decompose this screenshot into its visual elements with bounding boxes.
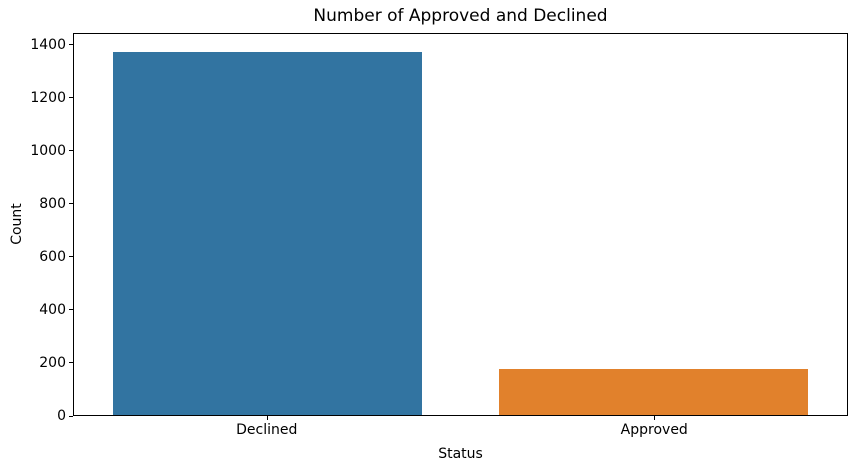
y-tick-mark [69,97,73,99]
y-tick-mark [69,362,73,364]
y-tick-label: 600 [39,248,66,265]
y-tick-mark [69,415,73,417]
y-tick-label: 400 [39,301,66,318]
y-tick-label: 1400 [30,36,66,53]
y-tick-label: 1200 [30,89,66,106]
y-tick-mark [69,44,73,46]
y-tick-mark [69,203,73,205]
bar-approved [499,368,809,415]
y-tick-label: 200 [39,354,66,371]
x-tick-label-approved: Approved [620,422,688,438]
x-tick-mark [654,416,656,420]
y-tick-label: 800 [39,195,66,212]
y-tick-mark [69,150,73,152]
y-tick-label: 1000 [30,142,66,159]
x-tick-label-declined: Declined [236,422,298,438]
x-axis-label: Status [438,446,483,462]
x-tick-mark [266,416,268,420]
plot-area [73,33,848,416]
y-tick-mark [69,309,73,311]
bar-declined [112,52,422,415]
y-tick-label: 0 [57,408,66,424]
y-tick-mark [69,256,73,258]
chart-title: Number of Approved and Declined [313,6,608,26]
